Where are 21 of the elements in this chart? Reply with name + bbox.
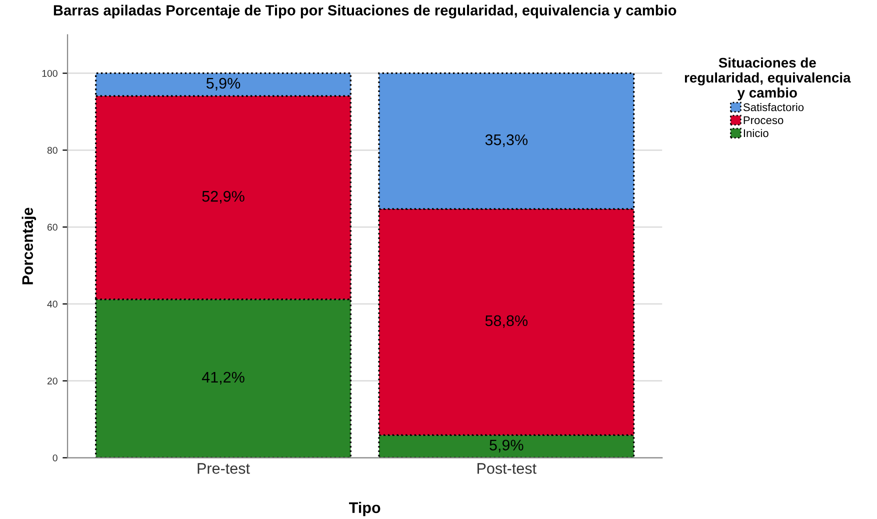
y-tick-label: 40 <box>47 300 58 308</box>
y-axis-title: Porcentaje <box>22 208 36 284</box>
y-tick-label: 60 <box>47 224 58 231</box>
y-tick-label: 20 <box>47 378 58 384</box>
y-tick-label: 0 <box>52 454 58 462</box>
x-tick-label: Post-test <box>478 463 536 474</box>
data-label: 5,9% <box>206 78 240 90</box>
chart-title: Barras apiladas Porcentaje de Tipo por Situaciones de regularidad, equivalencia y cambio <box>54 4 676 18</box>
y-tick-label: 100 <box>42 70 58 77</box>
x-tick-label: Pre-test <box>198 463 250 474</box>
data-label: 52,9% <box>202 190 244 204</box>
legend-label: Satisfactorio <box>743 103 804 112</box>
x-axis-title: Tipo <box>349 502 380 516</box>
data-label: 5,9% <box>490 440 524 452</box>
data-label: 58,8% <box>485 315 528 328</box>
legend-label: Inicio <box>744 128 768 138</box>
y-tick-label: 80 <box>47 146 58 154</box>
legend-label: Proceso <box>744 116 784 124</box>
legend-title: Situaciones de regularidad, equivalencia y cambio <box>684 57 851 100</box>
data-label: 41,2% <box>202 372 244 384</box>
data-label: 35,3% <box>485 134 528 147</box>
